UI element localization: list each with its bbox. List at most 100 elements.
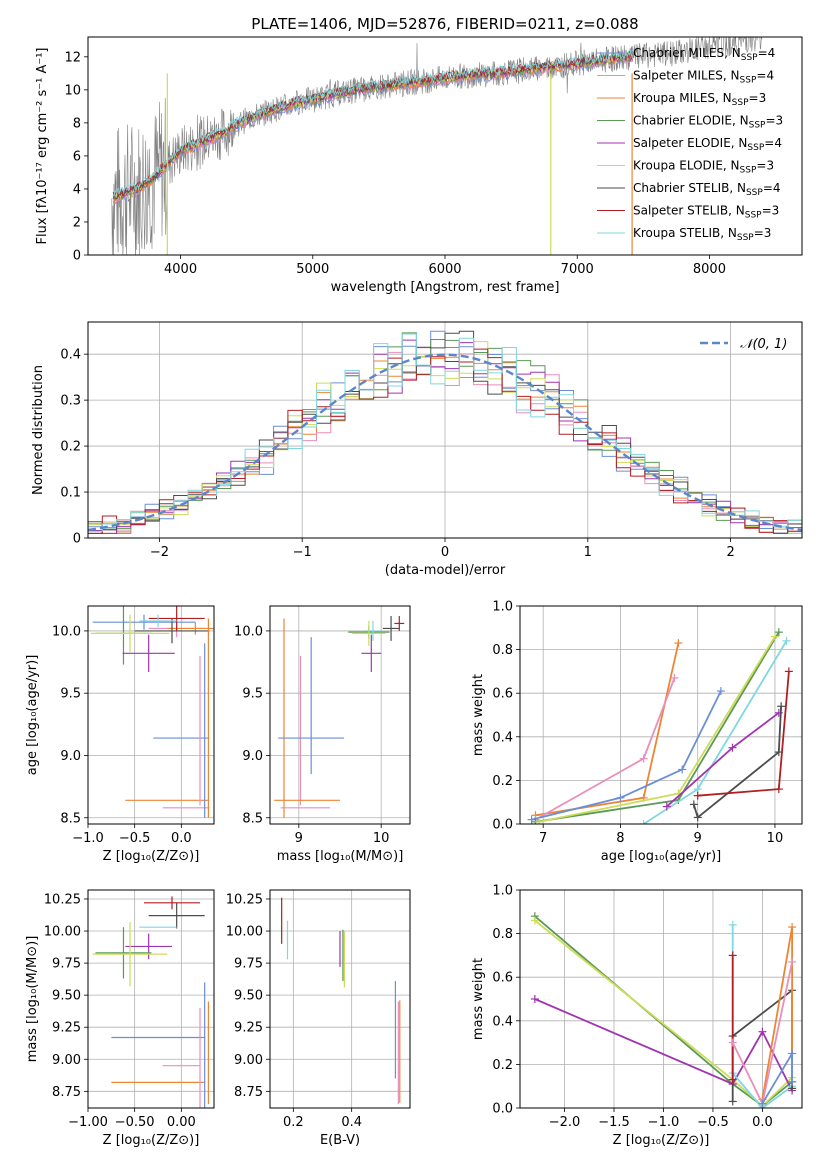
x-tick-label: 2 [726, 545, 734, 560]
plot-area [270, 606, 410, 824]
panel-age-vs-Z: −1.0 −0.5 0.0 8.5 9.0 9.5 10.0 Z [log₁₀(Z/Z⊙)] a… [25, 605, 215, 864]
y-tick-label: 10.25 [226, 892, 263, 907]
legend-label-part: Salpeter MILES, N [633, 69, 740, 83]
legend-label: 𝒩(0, 1) [740, 337, 787, 352]
mass-weight-line [692, 706, 782, 820]
y-tick-label: 0.4 [492, 730, 513, 745]
legend-label-part: Kroupa ELODIE, N [633, 159, 740, 173]
panel-mass-weight-vs-Z: −2.0 −1.5 −1.0 −0.5 0.0 0.0 0.2 0.4 0.6 0.8 1.0 Z [… [471, 884, 803, 1148]
legend-label-part: Kroupa MILES, N [633, 91, 732, 105]
spectrum-data-line [111, 37, 763, 255]
x-tick-label: −1 [293, 545, 312, 560]
mass-weight-line [539, 636, 776, 823]
y-tick-label: 0.0 [492, 818, 513, 833]
y-tick-label: 0.3 [60, 394, 81, 409]
y-tick-label: 9.50 [234, 989, 263, 1004]
x-tick-label: 6000 [428, 262, 461, 277]
axes-frame [87, 605, 215, 825]
x-tick-label: 8000 [693, 262, 726, 277]
plot-area [520, 606, 802, 824]
x-tick-label: 0 [441, 545, 449, 560]
x-tick-label: 0.0 [752, 1115, 773, 1130]
legend-label-part: Chabrier ELODIE, N [633, 114, 749, 128]
x-tick-label: 10 [767, 831, 784, 846]
legend-label-sub: SSP [741, 53, 758, 63]
legend-label-sub: SSP [749, 121, 766, 131]
x-tick-label: 0.2 [283, 1115, 304, 1130]
legend-label: Kroupa MILES, NSSP=3 [633, 91, 766, 108]
y-tick-label: 10.0 [52, 624, 81, 639]
y-tick-label: 4 [73, 182, 81, 197]
legend-label-sub: SSP [747, 143, 764, 153]
legend-label: Salpeter MILES, NSSP=4 [633, 69, 774, 86]
y-axis-label: mass [log₁₀(M/M⊙)] [25, 936, 40, 1063]
y-tick-label: 10 [64, 83, 81, 98]
mass-weight-line [531, 690, 722, 821]
y-tick-label: 0 [73, 249, 81, 264]
legend-label: Salpeter ELODIE, NSSP=4 [633, 136, 782, 153]
y-tick-label: 0.6 [492, 971, 513, 986]
y-axis-label: mass weight [471, 958, 486, 1040]
legend-label-sub: SSP [746, 188, 763, 198]
y-tick-label: 8.5 [242, 811, 263, 826]
legend-label-part: Chabrier STELIB, N [633, 181, 746, 195]
plot-area [88, 322, 802, 538]
x-tick-label: −0.5 [697, 1115, 729, 1130]
legend-label: Salpeter STELIB, NSSP=3 [633, 204, 779, 221]
legend-label-part: Chabrier MILES, N [633, 46, 741, 60]
legend-label: Kroupa STELIB, NSSP=3 [633, 226, 771, 243]
plot-area [520, 890, 802, 1108]
x-tick-label: 1 [584, 545, 592, 560]
y-tick-label: 0.0 [492, 1102, 513, 1117]
y-axis-label: age [log₁₀(age/yr)] [25, 655, 40, 776]
legend-label: Chabrier STELIB, NSSP=4 [633, 181, 781, 198]
legend-label: Kroupa ELODIE, NSSP=3 [633, 159, 774, 176]
legend-label-part: Kroupa STELIB, N [633, 226, 737, 240]
x-axis-label: wavelength [Angstrom, rest frame] [331, 280, 560, 295]
mass-weight-line [534, 998, 793, 1092]
y-tick-label: 9.5 [242, 687, 263, 702]
axes-frame [87, 889, 215, 1109]
y-tick-label: 0.6 [492, 687, 513, 702]
legend-label-part: =4 [764, 136, 782, 150]
mass-weight-line [535, 631, 780, 823]
x-axis-label: Z [log₁₀(Z/Z⊙)] [103, 1133, 200, 1148]
histogram-series [88, 330, 802, 538]
spectrum-model-line [112, 49, 633, 197]
legend-label: Chabrier MILES, NSSP=4 [633, 46, 775, 63]
x-tick-label: −1.00 [68, 1115, 108, 1130]
x-axis-label: Z [log₁₀(Z/Z⊙)] [613, 1133, 710, 1148]
x-tick-label: 9 [694, 831, 702, 846]
x-tick-label: 8 [616, 831, 624, 846]
axes-frame [269, 889, 411, 1109]
y-tick-label: 1.0 [492, 600, 513, 615]
x-tick-label: −0.50 [115, 1115, 155, 1130]
legend-label-sub: SSP [745, 211, 762, 221]
y-tick-label: 9.75 [234, 957, 263, 972]
x-axis-label: Z [log₁₀(Z/Z⊙)] [103, 849, 200, 864]
legend-label-part: Salpeter ELODIE, N [633, 136, 747, 150]
y-tick-label: 9.0 [242, 749, 263, 764]
legend-label-sub: SSP [732, 98, 749, 108]
y-tick-label: 9.00 [234, 1053, 263, 1068]
x-axis-label: (data-model)/error [385, 563, 506, 578]
x-tick-label: 7000 [561, 262, 594, 277]
legend-label-sub: SSP [740, 166, 757, 176]
x-tick-label: −1.0 [72, 831, 104, 846]
legend-label-part: =4 [756, 69, 774, 83]
x-axis-label: age [log₁₀(age/yr)] [601, 849, 722, 864]
plot-area [111, 37, 763, 255]
y-tick-label: 2 [73, 215, 81, 230]
y-tick-label: 10.25 [44, 892, 81, 907]
x-tick-label: 5000 [296, 262, 329, 277]
y-tick-label: 0.4 [492, 1014, 513, 1029]
y-tick-label: 0 [73, 532, 81, 547]
plot-area [88, 890, 214, 1108]
panel-residuals: 𝒩(0, 1) −2 −1 0 1 2 0 0.1 0.2 0.3 0.4 (data-model)/… [31, 321, 803, 578]
plot-area [270, 890, 410, 1108]
mass-weight-line [761, 926, 793, 1100]
spectrum-model-line [112, 50, 633, 198]
y-tick-label: 6 [73, 149, 81, 164]
